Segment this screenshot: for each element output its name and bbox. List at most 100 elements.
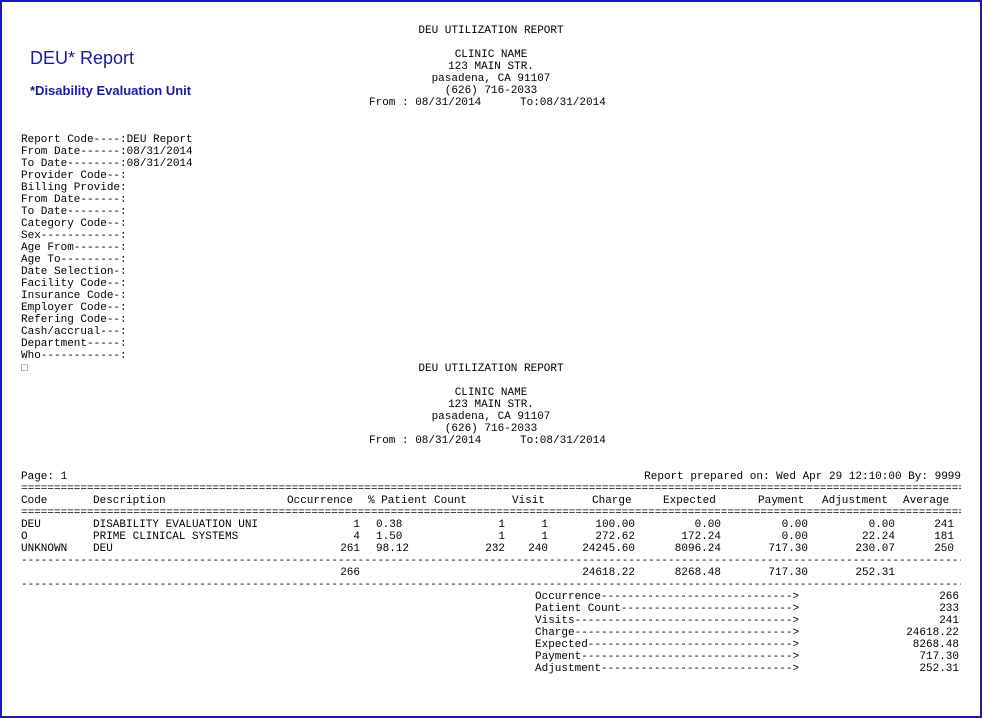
summary-value: 717.30: [919, 651, 959, 663]
col-adjustment: Adjustment: [822, 495, 889, 507]
criteria-line: Insurance Code-:: [21, 290, 193, 302]
criteria-label: Sex------------:: [21, 230, 127, 242]
summary-value: 266: [939, 591, 959, 603]
criteria-label: From Date------:: [21, 194, 127, 206]
criteria-line: Refering Code--:: [21, 314, 193, 326]
double-separator: ========================================…: [21, 507, 961, 519]
page-break-marker: □: [21, 363, 28, 375]
report-title: DEU UTILIZATION REPORT: [418, 25, 564, 37]
criteria-value: 08/31/2014: [126, 146, 193, 158]
criteria-line: To Date--------:08/31/2014: [21, 158, 193, 170]
total-adjustment: 252.31: [855, 567, 895, 579]
cell-charge: 272.62: [595, 531, 635, 543]
date-from: From : 08/31/2014: [369, 97, 482, 109]
cell-payment: 0.00: [781, 531, 808, 543]
dash-separator: ----------------------------------------…: [21, 555, 961, 567]
col-payment: Payment: [758, 495, 805, 507]
cell-average: 181: [934, 531, 954, 543]
cell-occurrence: 261: [340, 543, 360, 555]
cell-percent: 1.50: [376, 531, 403, 543]
summary-label: Patient Count-------------------------->: [535, 603, 800, 615]
cell-code: UNKNOWN: [21, 543, 68, 555]
cell-patient-count: 1: [498, 531, 505, 543]
cell-charge: 24245.60: [582, 543, 635, 555]
cell-visit: 240: [528, 543, 548, 555]
cell-patient-count: 1: [498, 519, 505, 531]
criteria-line: Cash/accrual---:: [21, 326, 193, 338]
cell-visit: 1: [541, 531, 548, 543]
summary-label: Charge--------------------------------->: [535, 627, 800, 639]
criteria-line: Age To---------:: [21, 254, 193, 266]
criteria-label: Facility Code--:: [21, 278, 127, 290]
criteria-line: Sex------------:: [21, 230, 193, 242]
summary-label: Occurrence----------------------------->: [535, 591, 800, 603]
date-from: From : 08/31/2014: [369, 435, 482, 447]
date-to: To:08/31/2014: [520, 97, 606, 109]
summary-value: 8268.48: [912, 639, 959, 651]
cell-description: PRIME CLINICAL SYSTEMS: [93, 531, 239, 543]
cell-percent: 98.12: [376, 543, 410, 555]
cell-code: DEU: [21, 519, 41, 531]
report-title: DEU UTILIZATION REPORT: [418, 363, 564, 375]
criteria-label: Report Code----:: [21, 134, 127, 146]
summary-value: 241: [939, 615, 959, 627]
total-payment: 717.30: [768, 567, 808, 579]
criteria-label: Category Code--:: [21, 218, 127, 230]
summary-label: Adjustment----------------------------->: [535, 663, 800, 675]
criteria-label: Billing Provide:: [21, 182, 127, 194]
cell-percent: 0.38: [376, 519, 403, 531]
cell-occurrence: 1: [353, 519, 360, 531]
cell-adjustment: 22.24: [861, 531, 895, 543]
clinic-name: CLINIC NAME: [454, 387, 528, 399]
criteria-label: Who------------:: [21, 350, 127, 362]
criteria-value: 08/31/2014: [126, 158, 193, 170]
criteria-value: DEU Report: [126, 134, 193, 146]
criteria-line: Employer Code--:: [21, 302, 193, 314]
total-charge: 24618.22: [582, 567, 635, 579]
summary-label: Payment-------------------------------->: [535, 651, 800, 663]
cell-expected: 0.00: [694, 519, 721, 531]
double-separator: ========================================…: [21, 483, 961, 495]
summary-value: 233: [939, 603, 959, 615]
cell-adjustment: 0.00: [868, 519, 895, 531]
col-occurrence: Occurrence: [287, 495, 354, 507]
col-charge: Charge: [592, 495, 632, 507]
cell-expected: 172.24: [681, 531, 721, 543]
criteria-label: Age To---------:: [21, 254, 127, 266]
clinic-city: pasadena, CA 91107: [431, 411, 551, 423]
criteria-line: Billing Provide:: [21, 182, 193, 194]
criteria-line: Report Code----:DEU Report: [21, 134, 193, 146]
cell-payment: 717.30: [768, 543, 808, 555]
col-visit: Visit: [512, 495, 546, 507]
date-to: To:08/31/2014: [520, 435, 606, 447]
criteria-line: From Date------:: [21, 194, 193, 206]
col-expected: Expected: [663, 495, 716, 507]
criteria-line: Facility Code--:: [21, 278, 193, 290]
summary-value: 252.31: [919, 663, 959, 675]
clinic-name: CLINIC NAME: [454, 49, 528, 61]
cell-code: O: [21, 531, 28, 543]
criteria-line: From Date------:08/31/2014: [21, 146, 193, 158]
cell-payment: 0.00: [781, 519, 808, 531]
cell-charge: 100.00: [595, 519, 635, 531]
col-percent-patient-count: % Patient Count: [368, 495, 468, 507]
cell-occurrence: 4: [353, 531, 360, 543]
summary-value: 24618.22: [906, 627, 959, 639]
cell-visit: 1: [541, 519, 548, 531]
cell-average: 250: [934, 543, 954, 555]
criteria-line: Who------------:: [21, 350, 193, 362]
criteria-label: To Date--------:: [21, 158, 127, 170]
criteria-list: Report Code----:DEU Report From Date-----…: [21, 134, 193, 362]
clinic-address: 123 MAIN STR.: [448, 399, 534, 411]
criteria-label: Insurance Code-:: [21, 290, 127, 302]
cell-patient-count: 232: [485, 543, 505, 555]
page-title: DEU* Report: [30, 48, 135, 68]
col-description: Description: [93, 495, 166, 507]
criteria-line: To Date--------:: [21, 206, 193, 218]
total-expected: 8268.48: [674, 567, 721, 579]
page-subtitle: *Disability Evaluation Unit: [30, 83, 192, 98]
cell-average: 241: [934, 519, 954, 531]
total-occurrence: 266: [340, 567, 360, 579]
clinic-phone: (626) 716-2033: [444, 85, 538, 97]
criteria-label: Provider Code--:: [21, 170, 127, 182]
